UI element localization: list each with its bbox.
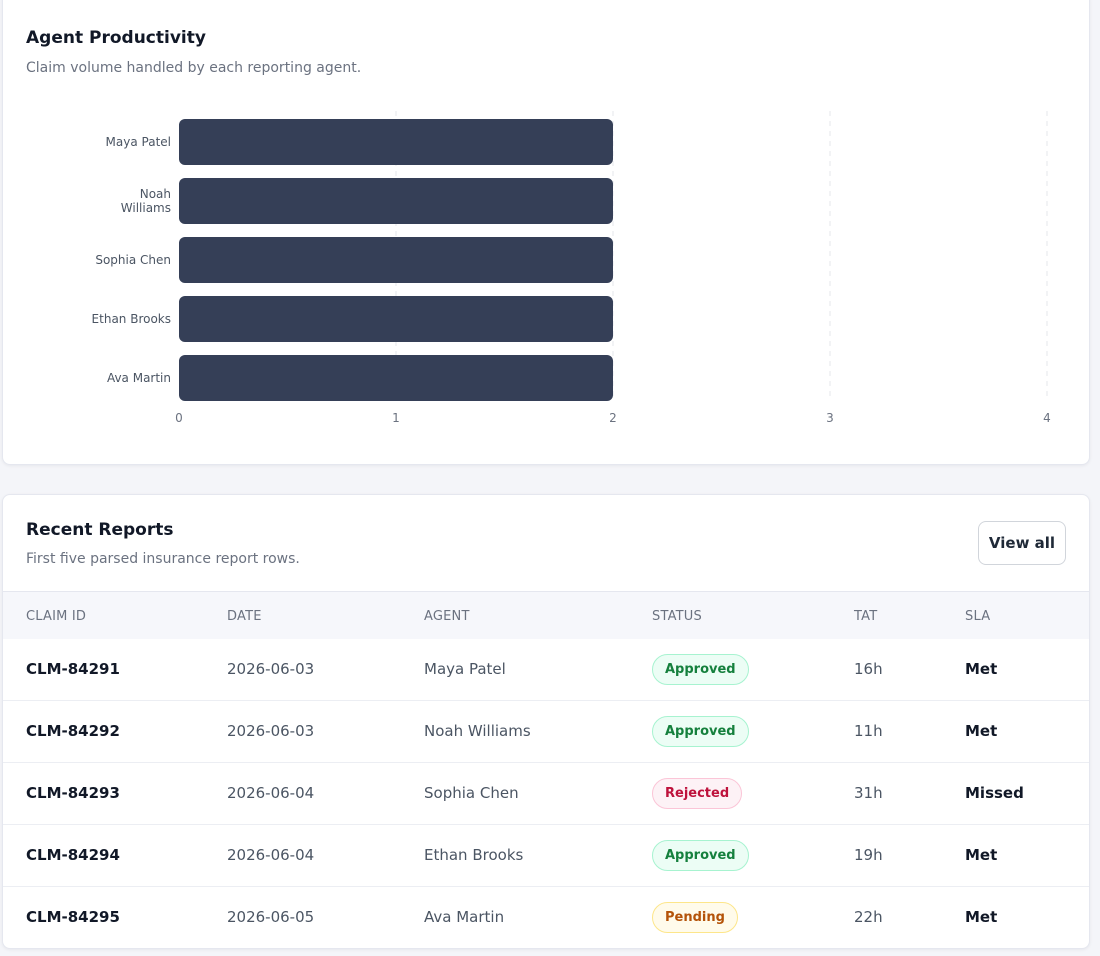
chart-bar	[179, 119, 613, 165]
chart-bar	[179, 355, 613, 401]
date-cell: 2026-06-03	[227, 722, 315, 740]
agent-productivity-subtitle: Claim volume handled by each reporting a…	[26, 60, 362, 76]
agent-cell: Ethan Brooks	[424, 846, 524, 864]
recent-reports-card: Recent Reports First five parsed insuran…	[2, 494, 1090, 949]
agent-cell: Sophia Chen	[424, 784, 519, 802]
column-header-claim-id[interactable]: CLAIM ID	[26, 609, 87, 624]
column-header-date[interactable]: DATE	[227, 609, 262, 624]
table-row[interactable]: CLM-84292 2026-06-03 Noah Williams Appro…	[3, 701, 1089, 763]
sla-cell: Met	[965, 660, 998, 678]
column-header-status[interactable]: STATUS	[652, 609, 702, 624]
agent-productivity-card: Agent Productivity Claim volume handled …	[2, 0, 1090, 465]
reports-table-header: CLAIM ID DATE AGENT STATUS TAT SLA	[3, 591, 1089, 639]
agent-cell: Noah Williams	[424, 722, 531, 740]
chart-category-label: Maya Patel	[106, 135, 171, 149]
chart-tick-label: 0	[175, 411, 183, 425]
chart-tick-label: 2	[609, 411, 617, 425]
table-row[interactable]: CLM-84294 2026-06-04 Ethan Brooks Approv…	[3, 825, 1089, 887]
agent-productivity-chart: Maya Patel Noah Williams Sophia Chen Ethan B…	[92, 111, 1051, 425]
claim-id-cell: CLM-84295	[26, 908, 120, 926]
status-badge: Approved	[652, 654, 749, 685]
column-header-agent[interactable]: AGENT	[424, 609, 470, 624]
recent-reports-subtitle: First five parsed insurance report rows.	[26, 551, 300, 567]
status-badge: Rejected	[652, 778, 743, 809]
status-badge: Pending	[652, 902, 738, 933]
claim-id-cell: CLM-84294	[26, 846, 120, 864]
chart-tick-label: 4	[1043, 411, 1051, 425]
sla-cell: Met	[965, 846, 998, 864]
agent-cell: Ava Martin	[424, 908, 505, 926]
sla-cell: Missed	[965, 784, 1024, 802]
date-cell: 2026-06-04	[227, 784, 315, 802]
claim-id-cell: CLM-84292	[26, 722, 120, 740]
reports-table-body: CLM-84291 2026-06-03 Maya Patel Approved…	[3, 639, 1089, 948]
chart-tick-label: 1	[392, 411, 400, 425]
table-row[interactable]: CLM-84295 2026-06-05 Ava Martin Pending …	[3, 887, 1089, 948]
date-cell: 2026-06-04	[227, 846, 315, 864]
tat-cell: 31h	[854, 784, 883, 802]
chart-bar	[179, 237, 613, 283]
chart-bar	[179, 178, 613, 224]
tat-cell: 22h	[854, 908, 883, 926]
table-row[interactable]: CLM-84293 2026-06-04 Sophia Chen Rejecte…	[3, 763, 1089, 825]
chart-category-label: Noah Williams	[121, 187, 171, 215]
date-cell: 2026-06-03	[227, 660, 315, 678]
chart-category-label: Sophia Chen	[95, 253, 171, 267]
claim-id-cell: CLM-84291	[26, 660, 120, 678]
recent-reports-title: Recent Reports	[26, 520, 174, 540]
status-badge: Approved	[652, 716, 749, 747]
chart-category-label: Ethan Brooks	[92, 312, 171, 326]
tat-cell: 16h	[854, 660, 883, 678]
column-header-sla[interactable]: SLA	[965, 609, 991, 624]
sla-cell: Met	[965, 722, 998, 740]
tat-cell: 11h	[854, 722, 883, 740]
chart-bar	[179, 296, 613, 342]
chart-tick-label: 3	[826, 411, 834, 425]
table-row[interactable]: CLM-84291 2026-06-03 Maya Patel Approved…	[3, 639, 1089, 701]
column-header-tat[interactable]: TAT	[854, 609, 878, 624]
agent-productivity-title: Agent Productivity	[26, 28, 206, 48]
date-cell: 2026-06-05	[227, 908, 315, 926]
claim-id-cell: CLM-84293	[26, 784, 120, 802]
status-badge: Approved	[652, 840, 749, 871]
chart-category-label: Ava Martin	[107, 371, 171, 385]
view-all-button[interactable]: View all	[978, 521, 1066, 565]
sla-cell: Met	[965, 908, 998, 926]
agent-cell: Maya Patel	[424, 660, 506, 678]
tat-cell: 19h	[854, 846, 883, 864]
